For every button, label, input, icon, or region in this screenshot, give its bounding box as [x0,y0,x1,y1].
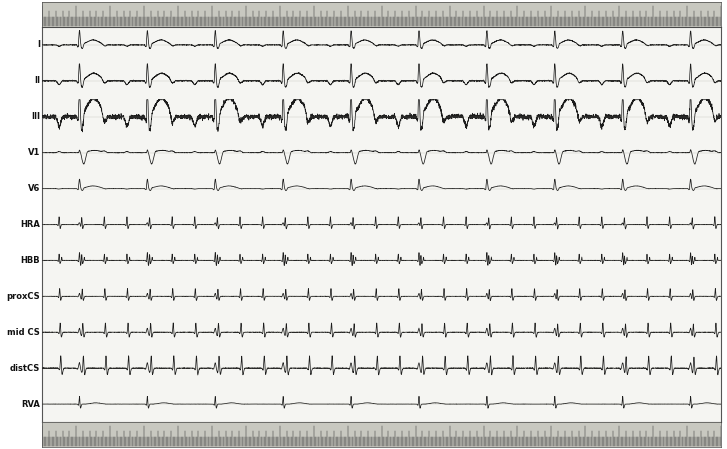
Text: I: I [37,40,40,49]
Text: RVA: RVA [21,400,40,409]
Text: distCS: distCS [10,364,40,373]
Text: mid CS: mid CS [7,328,40,337]
Text: V1: V1 [28,148,40,157]
Text: HRA: HRA [20,220,40,229]
Text: HBB: HBB [20,256,40,265]
Text: proxCS: proxCS [7,292,40,301]
Text: III: III [31,112,40,121]
Text: V6: V6 [28,184,40,193]
Text: II: II [34,76,40,85]
